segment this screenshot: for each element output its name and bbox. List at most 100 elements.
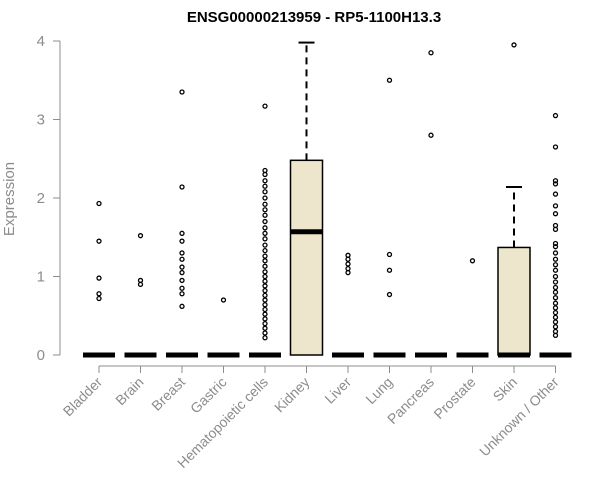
box-gastric — [207, 297, 240, 358]
category-label: Liver — [321, 374, 354, 407]
outlier-point — [552, 250, 559, 256]
outlier-point — [179, 250, 185, 256]
outlier-point — [345, 256, 351, 262]
outlier-point — [469, 258, 476, 264]
outlier-point — [428, 50, 434, 56]
box-liver — [332, 252, 364, 358]
outlier-point — [262, 201, 268, 207]
outlier-point — [179, 269, 185, 276]
outlier-point — [179, 285, 185, 291]
outlier-point — [552, 244, 559, 250]
outlier-point — [179, 256, 185, 262]
outlier-point — [96, 295, 102, 302]
outlier-point — [262, 335, 268, 341]
outlier-point — [262, 273, 268, 280]
outlier-point — [179, 89, 185, 95]
outlier-point — [386, 267, 393, 273]
outlier-point — [96, 275, 102, 281]
outlier-point — [552, 262, 559, 268]
outlier-point — [552, 112, 559, 119]
outlier-point — [96, 200, 102, 207]
outlier-point — [386, 251, 393, 258]
outlier-point — [262, 278, 268, 284]
outlier-point — [262, 178, 268, 184]
outlier-point — [552, 267, 559, 273]
outlier-point — [262, 292, 268, 298]
y-tick-label: 3 — [37, 112, 45, 129]
y-tick-label: 2 — [37, 190, 45, 207]
outlier-point — [552, 273, 559, 280]
outlier-point — [552, 191, 559, 197]
outlier-point — [552, 279, 559, 285]
outlier-point — [345, 261, 351, 267]
outlier-point — [262, 171, 268, 178]
outlier-point — [179, 303, 185, 309]
outlier-point — [262, 306, 268, 313]
box-lung — [373, 77, 406, 358]
outlier-point — [262, 297, 268, 303]
outlier-point — [262, 258, 268, 264]
outlier-point — [552, 203, 559, 209]
outlier-point — [262, 320, 268, 327]
box-body — [497, 246, 531, 356]
outlier-point — [552, 314, 559, 320]
outlier-point — [552, 309, 559, 316]
box-unknown-other — [539, 112, 572, 358]
outlier-point — [552, 181, 559, 187]
x-axis — [98, 365, 556, 373]
category-label: Breast — [148, 374, 188, 414]
outlier-point — [262, 325, 268, 331]
outlier-point — [262, 189, 268, 195]
y-tick-label: 1 — [37, 269, 45, 286]
outlier-point — [552, 240, 559, 247]
category-label: Kidney — [271, 374, 313, 416]
box-breast — [166, 89, 198, 358]
outlier-point — [552, 295, 559, 301]
y-tick-label: 4 — [37, 33, 45, 50]
outlier-point — [552, 284, 559, 291]
outlier-point — [428, 132, 434, 138]
outlier-point — [179, 277, 185, 284]
outlier-point — [262, 195, 268, 201]
outlier-point — [552, 211, 559, 217]
chart-title: ENSG00000213959 - RP5-1100H13.3 — [187, 9, 441, 26]
outlier-point — [262, 302, 268, 308]
outlier-point — [137, 281, 144, 288]
outlier-point — [552, 324, 559, 330]
outlier-point — [262, 218, 268, 225]
outlier-point — [552, 300, 559, 306]
box-prostate — [456, 258, 489, 358]
outlier-point — [386, 77, 393, 83]
outlier-point — [552, 178, 559, 184]
outlier-point — [262, 183, 268, 189]
boxes-group — [83, 41, 572, 358]
outlier-point — [552, 305, 559, 311]
outlier-point — [262, 311, 268, 317]
outlier-point — [179, 264, 185, 270]
outlier-point — [262, 207, 268, 213]
box-hematopoietic-cells — [249, 103, 281, 358]
y-axis-label: Expression — [1, 162, 18, 236]
box-brain — [124, 233, 157, 358]
outlier-point — [511, 42, 517, 48]
category-label: Unknown / Other — [476, 374, 562, 460]
outlier-point — [262, 269, 268, 275]
outlier-point — [96, 238, 102, 244]
outlier-point — [179, 184, 185, 190]
box-kidney — [289, 41, 324, 356]
outlier-point — [262, 330, 268, 336]
outlier-point — [262, 225, 268, 231]
outlier-point — [179, 291, 185, 297]
outlier-point — [552, 289, 559, 295]
outlier-point — [262, 242, 268, 248]
outlier-point — [179, 238, 185, 244]
outlier-point — [262, 103, 268, 109]
y-axis: 0 1 2 3 4 — [37, 33, 61, 364]
outlier-point — [262, 283, 268, 289]
outlier-point — [552, 144, 559, 150]
category-label: Prostate — [430, 374, 478, 422]
box-pancreas — [415, 50, 447, 358]
category-label: Bladder — [60, 374, 106, 420]
